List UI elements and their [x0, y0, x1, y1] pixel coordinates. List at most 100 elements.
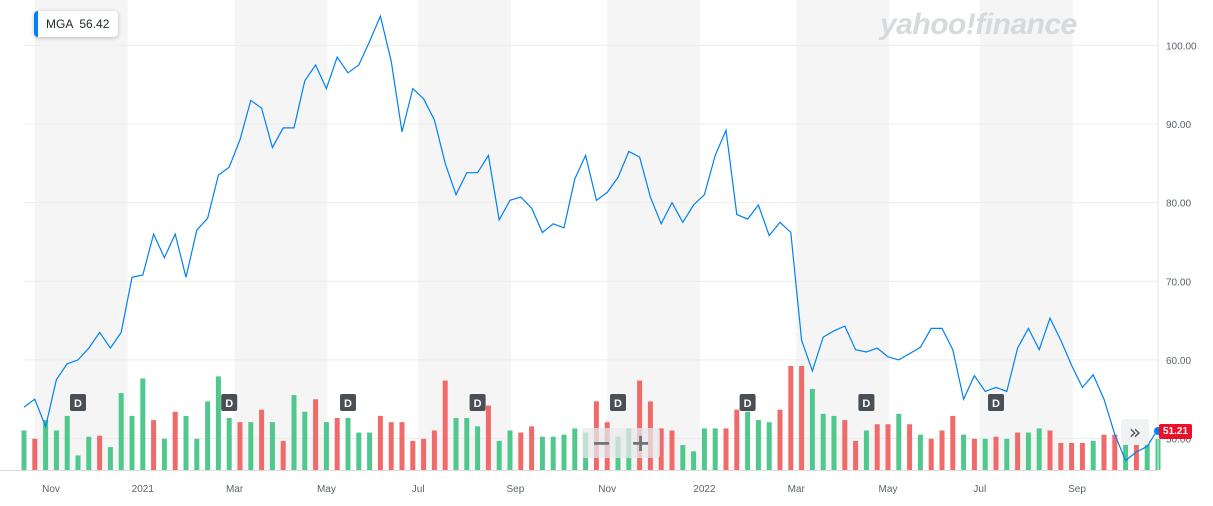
dividend-marker[interactable]: D [221, 394, 238, 411]
dividend-marker-label: D [225, 398, 233, 410]
volume-bar [496, 440, 502, 470]
volume-bar [367, 432, 373, 470]
volume-bar [734, 409, 740, 470]
dividend-marker-box [70, 394, 86, 411]
volume-bar [1004, 438, 1010, 470]
volume-bar [302, 411, 308, 470]
dividend-marker-label: D [74, 398, 82, 410]
volume-bar [874, 424, 880, 470]
volume-bar [172, 411, 178, 470]
volume-bar [161, 438, 167, 470]
volume-bar [507, 430, 513, 470]
volume-bar [691, 451, 697, 470]
volume-bar [1079, 442, 1085, 470]
volume-bar [356, 432, 362, 470]
volume-bar [982, 438, 988, 470]
month-band [607, 0, 701, 470]
x-tick-label: May [879, 484, 898, 495]
volume-bar [334, 418, 340, 470]
volume-bar [323, 422, 329, 470]
dividend-marker-label: D [344, 398, 352, 410]
volume-bar [885, 424, 891, 470]
month-band [234, 0, 328, 470]
dividend-marker-box [340, 394, 356, 411]
volume-bar [32, 438, 38, 470]
volume-bar [205, 401, 211, 470]
dividend-marker[interactable]: D [739, 394, 756, 411]
volume-bar [572, 428, 578, 470]
volume-bar [53, 430, 59, 470]
y-tick-label: 80.00 [1166, 199, 1191, 210]
yahoo-finance-watermark: yahoo!finance [880, 8, 1077, 41]
volume-bar [712, 428, 718, 470]
volume-bar [777, 409, 783, 470]
y-tick-label: 100.00 [1166, 41, 1197, 52]
y-tick-label: 50.00 [1166, 435, 1191, 446]
dividend-marker[interactable]: D [988, 394, 1004, 411]
x-axis: Nov 2021 Mar May Jul Sep Nov 2022 Mar May Jul Sep [0, 470, 1158, 495]
volume-bar [475, 426, 481, 470]
volume-bar [43, 420, 49, 470]
volume-bar [21, 430, 27, 470]
volume-bar [820, 413, 826, 470]
volume-bar [453, 418, 459, 470]
volume-bar [345, 418, 351, 470]
x-tick-label: Nov [598, 484, 616, 495]
volume-bar [248, 422, 254, 470]
volume-bar [1058, 442, 1064, 470]
volume-bar [280, 440, 286, 470]
volume-bar [799, 366, 805, 470]
dividend-marker-box [221, 394, 238, 411]
volume-bar [399, 422, 405, 470]
volume-bar [1101, 434, 1107, 470]
volume-bar [291, 395, 297, 470]
month-band [34, 0, 128, 470]
dividend-marker[interactable]: D [469, 394, 486, 411]
volume-bar [107, 447, 113, 470]
volume-bar [1123, 438, 1129, 470]
volume-bar [388, 422, 394, 470]
dividend-marker-label: D [474, 398, 482, 410]
volume-bar [561, 434, 567, 470]
last-price-dot [1154, 427, 1162, 435]
volume-bar [755, 420, 761, 470]
price-line-layer [23, 14, 1159, 462]
volume-bar [442, 380, 448, 470]
dividend-marker-label: D [862, 398, 870, 410]
volume-bar [658, 428, 664, 470]
y-tick-label: 60.00 [1166, 356, 1191, 367]
volume-bar [961, 434, 967, 470]
volume-bar [97, 435, 103, 470]
volume-bar [809, 388, 815, 470]
volume-bar [928, 438, 934, 470]
dividend-marker[interactable]: D [858, 394, 875, 411]
volume-bar [1069, 442, 1075, 470]
ticker-legend[interactable]: MGA 56.42 [34, 11, 119, 37]
dividend-marker-box [469, 394, 486, 411]
volume-bar [701, 428, 707, 470]
zoom-out-button[interactable]: − [591, 429, 612, 457]
volume-bar [950, 415, 956, 470]
ticker-symbol: MGA [46, 17, 74, 31]
alternating-month-bands [34, 0, 1073, 470]
volume-bar [485, 405, 491, 470]
y-axis: 100.00 90.00 80.00 70.00 60.00 50.00 [1157, 0, 1197, 470]
volume-bar [226, 418, 232, 470]
volume-bar [518, 432, 524, 470]
dividend-marker[interactable]: D [70, 394, 86, 411]
volume-bar [842, 420, 848, 470]
dividend-marker[interactable]: D [610, 394, 626, 411]
volume-bar [431, 430, 437, 470]
dividend-marker[interactable]: D [340, 394, 356, 411]
volume-bar [917, 434, 923, 470]
zoom-in-button[interactable]: + [630, 429, 651, 457]
scroll-forward-button[interactable]: » [1121, 419, 1149, 445]
volume-bar [75, 455, 81, 470]
volume-bar [183, 415, 189, 470]
dividend-marker-box [739, 394, 756, 411]
y-tick-label: 90.00 [1166, 120, 1191, 131]
volume-bar [259, 409, 265, 470]
dividend-marker-box [988, 394, 1004, 411]
